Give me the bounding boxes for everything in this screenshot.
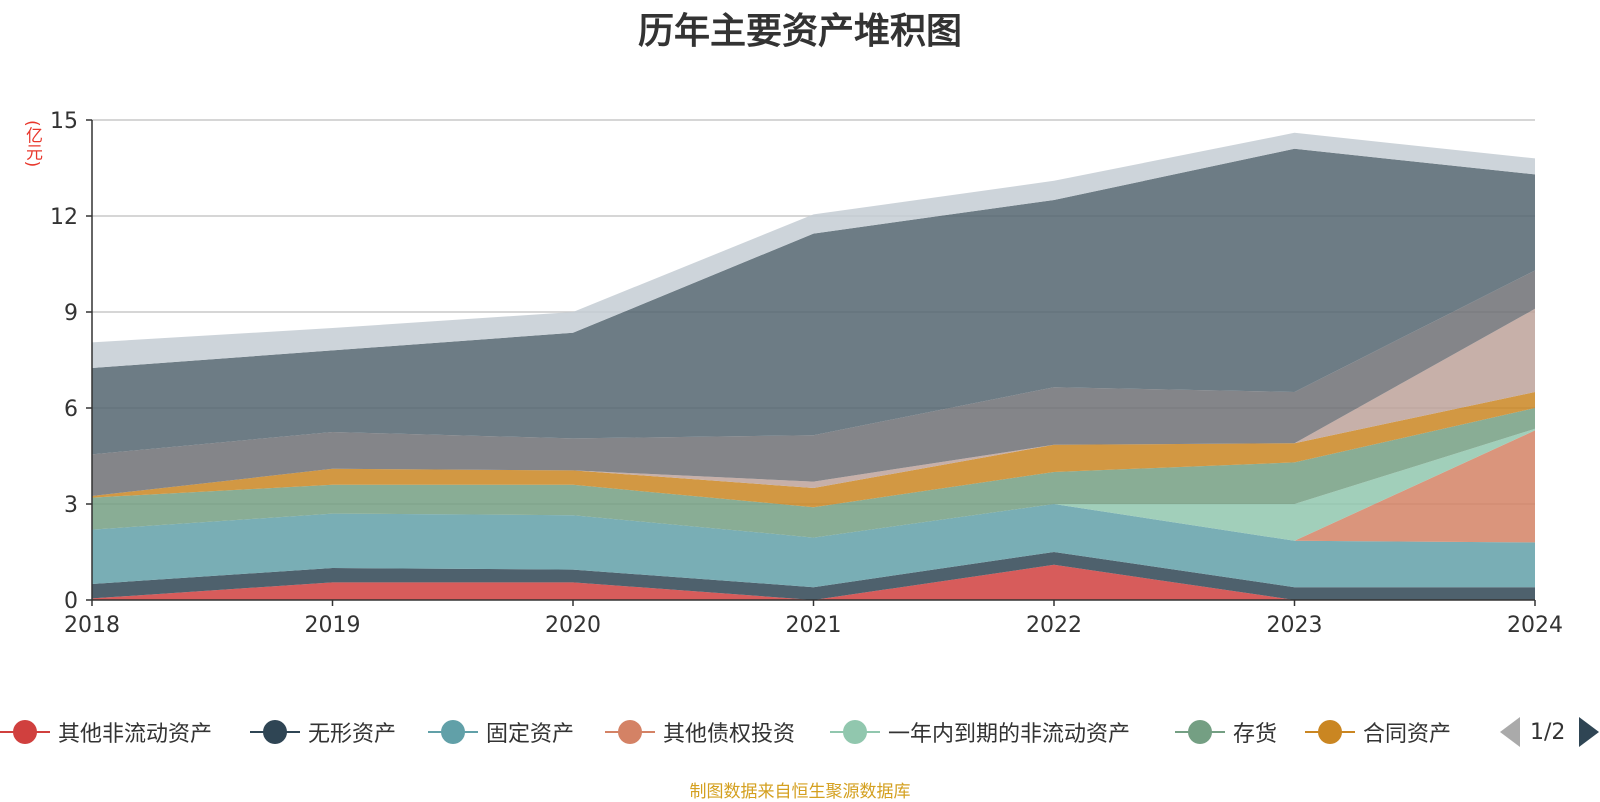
y-tick-label: 3 [64,493,78,518]
area-series [92,132,1535,600]
legend-marker-icon [605,717,655,747]
series-area-9 [92,270,1535,496]
legend-item[interactable]: 存货 [1175,712,1277,752]
x-tick-label: 2022 [1026,613,1082,638]
legend-item[interactable]: 其他非流动资产 [0,712,212,752]
legend-marker-icon [1305,717,1355,747]
legend-next-page-icon[interactable] [1579,717,1600,747]
legend-marker-icon [250,717,300,747]
legend-page-indicator: 1/2 [1530,719,1566,745]
x-tick-label: 2021 [786,613,842,638]
series-area-7 [92,392,1535,508]
x-tick-label: 2020 [545,613,601,638]
legend-label: 无形资产 [308,722,397,747]
x-tick-label: 2018 [64,613,120,638]
y-tick-label: 12 [50,205,78,230]
series-area-11 [92,132,1535,368]
legend-item[interactable]: 合同资产 [1305,712,1451,752]
axes: 0 3 6 9 12 15 2018 2019 2020 2021 2022 2023 2024 [50,109,1563,638]
legend-item[interactable]: 固定资产 [428,712,574,752]
chart-legend: 其他非流动资产 无形资产 固定资产 其他债权投资 一年内到期的非流动资产 存货 合同资产 [0,712,1600,752]
legend-marker-icon [1175,717,1225,747]
y-axis-unit-label: (亿元) [22,120,42,168]
y-tick-label: 15 [50,109,78,134]
series-area-2 [92,552,1535,600]
legend-label: 合同资产 [1363,722,1452,747]
series-area-6 [92,408,1535,538]
legend-marker-icon [830,717,880,747]
legend-item[interactable]: 其他债权投资 [605,712,795,752]
legend-label: 其他非流动资产 [58,722,213,747]
legend-prev-page-icon[interactable] [1500,717,1520,747]
series-area-4 [92,430,1535,543]
legend-label: 固定资产 [486,722,575,747]
legend-marker-icon [428,717,478,747]
legend-label: 一年内到期的非流动资产 [888,722,1131,747]
x-tick-label: 2019 [305,613,361,638]
series-area-5 [92,428,1535,541]
legend-marker-icon [0,717,50,747]
stacked-area-chart: 0 3 6 9 12 15 2018 2019 2020 2021 2022 2023 2024 [50,109,1563,638]
legend-item[interactable]: 无形资产 [250,712,396,752]
y-tick-label: 9 [64,301,78,326]
series-area-1 [92,564,1535,600]
chart-title: 历年主要资产堆积图 [637,11,962,52]
series-area-3 [92,504,1535,588]
series-area-10 [92,148,1535,455]
y-tick-label: 6 [64,397,78,422]
x-tick-label: 2023 [1267,613,1323,638]
data-source-note: 制图数据来自恒生聚源数据库 [689,782,911,802]
x-tick-label: 2024 [1507,613,1563,638]
legend-item[interactable]: 一年内到期的非流动资产 [830,712,1130,752]
legend-label: 其他债权投资 [663,722,796,747]
legend-label: 存货 [1233,722,1278,747]
legend-pager: 1/2 [1500,712,1600,752]
y-tick-label: 0 [64,589,78,614]
